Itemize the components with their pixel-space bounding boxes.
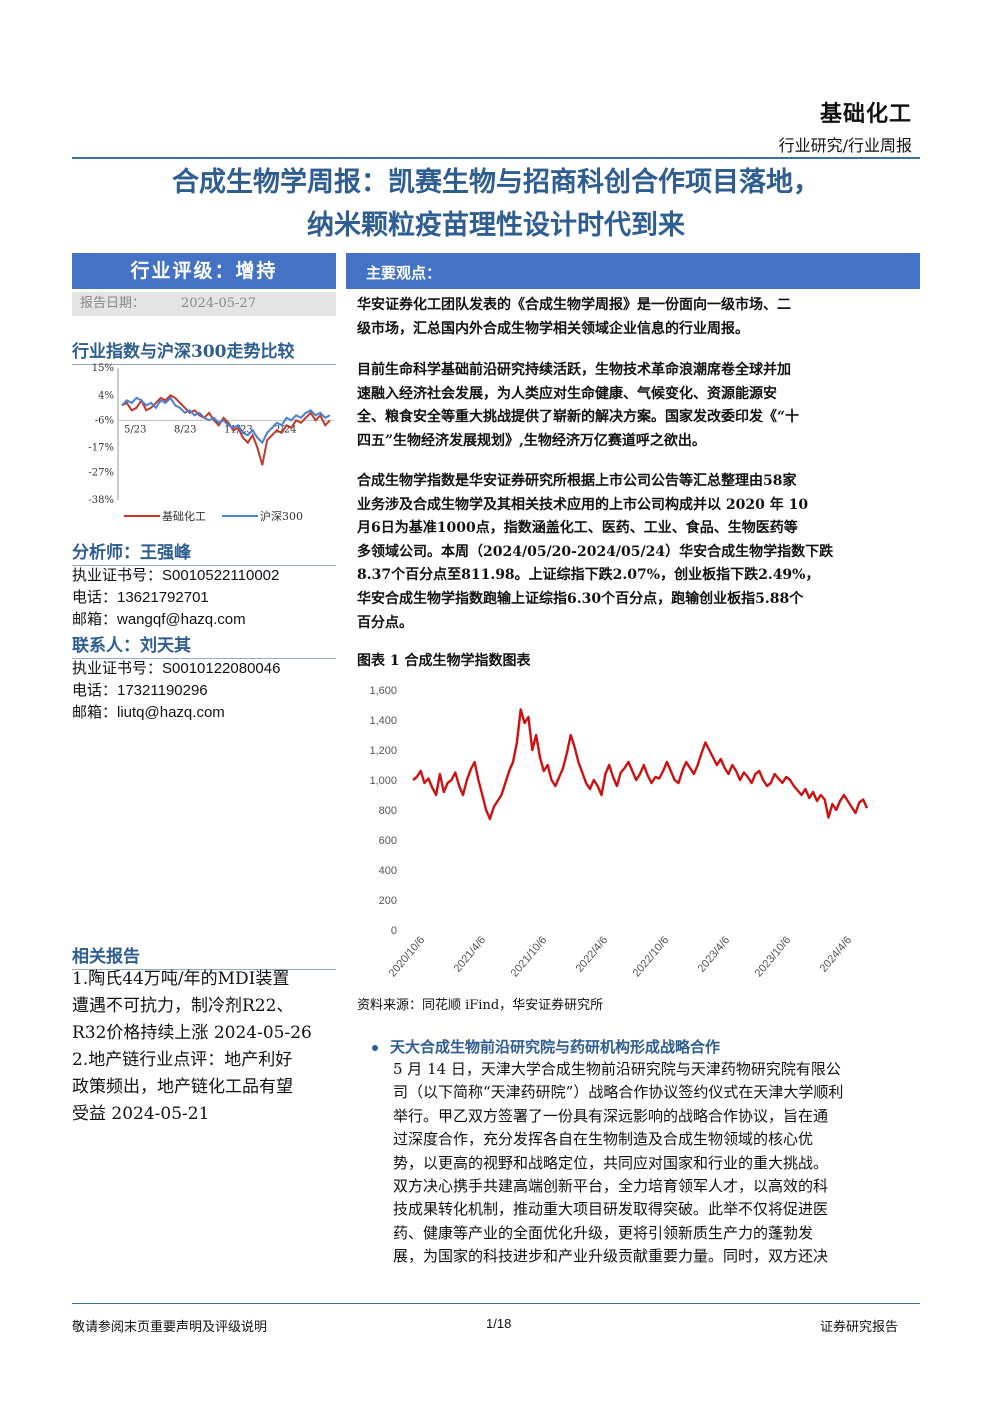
header-divider <box>72 157 920 159</box>
x-tick-label: 2023/4/6 <box>696 934 733 975</box>
x-tick-label: 5/23 <box>124 424 146 435</box>
main-points-bar: 主要观点： <box>346 253 920 289</box>
text-line: 级市场，汇总国内外合成生物学相关领域企业信息的行业周报。 <box>357 320 749 337</box>
footer-report-type: 证券研究报告 <box>819 1320 898 1335</box>
related-report-line[interactable]: 1.陶氏44万吨/年的MDI装置 <box>72 969 290 989</box>
related-reports-title: 相关报告 <box>72 942 336 970</box>
report-title-line2: 纳米颗粒疫苗理性设计时代到来 <box>307 210 685 241</box>
text-line: 百分点。 <box>357 614 413 631</box>
footer-divider <box>72 1303 920 1304</box>
paragraph-index: 合成生物学指数是华安证券研究所根据上市公司公告等汇总整理由58家 业务涉及合成生… <box>357 470 917 635</box>
contact-title: 联系人：刘天其 <box>72 631 336 659</box>
index-line <box>412 708 869 821</box>
report-sector: 基础化工 <box>819 101 912 127</box>
y-tick-label: 0 <box>391 925 397 937</box>
text-line: 司（以下简称“天津药研院”）战略合作协议签约仪式在天津大学顺利 <box>393 1083 844 1102</box>
y-tick-label: -6% <box>95 415 114 426</box>
related-report-line[interactable]: 2.地产链行业点评：地产利好 <box>72 1050 293 1070</box>
text-line: 势，以更高的视野和战略定位，共同应对国家和行业的重大挑战。 <box>393 1153 829 1172</box>
synbio-index-chart: 0 200 400 600 800 1,000 1,200 1,400 1,600 2020/10… <box>369 685 869 979</box>
paragraph-intro: 华安证券化工团队发表的《合成生物学周报》是一份面向一级市场、二 级市场，汇总国内… <box>357 294 917 341</box>
report-date-value: 2024-05-27 <box>181 296 256 311</box>
contact-phone: 电话：17321190296 <box>72 682 208 699</box>
series-line <box>121 394 331 466</box>
report-category: 行业研究/行业周报 <box>778 136 912 155</box>
index-comparison-title: 行业指数与沪深300走势比较 <box>72 337 336 365</box>
x-tick-label: 2021/4/6 <box>452 934 489 975</box>
analyst-cert: 执业证书号：S0010522110002 <box>72 567 280 584</box>
y-tick-label: -27% <box>88 468 114 479</box>
text-line: 8.37个百分点至811.98。上证综指下跌2.07%，创业板指下跌2.49%， <box>357 567 820 584</box>
y-tick-label: -17% <box>88 443 114 454</box>
report-date-label: 报告日期： <box>80 296 146 311</box>
index-comparison-chart: 15%4%-6%-17%-27%-38%5/23 8/23 11/23 2/24基础化… <box>88 363 334 523</box>
x-tick-label: 2023/10/6 <box>753 934 794 979</box>
related-report-line[interactable]: 受益 2024-05-21 <box>72 1104 210 1124</box>
y-tick-label: 200 <box>379 895 397 907</box>
series-line <box>121 396 331 445</box>
y-tick-label: 1,200 <box>369 745 397 757</box>
text-line: 月6日为基准1000点，指数涵盖化工、医药、工业、食品、生物医药等 <box>357 520 798 537</box>
x-tick-label: 2/24 <box>274 424 296 435</box>
legend-label: 沪深300 <box>260 509 303 523</box>
analyst-info: 执业证书号：S0010522110002 电话：13621792701 邮箱：w… <box>72 565 279 631</box>
y-tick-label: 1,600 <box>369 685 397 697</box>
x-tick-label: 8/23 <box>174 424 196 435</box>
x-tick-label: 2022/10/6 <box>631 934 672 979</box>
news-heading-text: 天大合成生物前沿研究院与药研机构形成战略合作 <box>390 1038 721 1056</box>
paragraph-background: 目前生命科学基础前沿研究持续活跃，生物技术革命浪潮席卷全球并加 速融入经济社会发… <box>357 359 917 453</box>
y-tick-label: 1,000 <box>369 775 397 787</box>
news-heading: 天大合成生物前沿研究院与药研机构形成战略合作 <box>372 1036 720 1057</box>
text-line: 业务涉及合成生物学及其相关技术应用的上市公司构成并以 2020 年 10 <box>357 496 809 513</box>
text-line: 多领域公司。本周（2024/05/20-2024/05/24）华安合成生物学指数… <box>357 543 834 560</box>
footer-disclaimer[interactable]: 敬请参阅末页重要声明及评级说明 <box>72 1320 268 1335</box>
x-tick-label: 2021/10/6 <box>509 934 550 979</box>
x-tick-label: 2022/4/6 <box>574 934 611 975</box>
related-reports-list: 1.陶氏44万吨/年的MDI装置 遭遇不可抗力，制冷剂R22、 R32价格持续上… <box>72 966 347 1128</box>
legend-label: 基础化工 <box>162 509 206 523</box>
y-tick-label: 1,400 <box>369 715 397 727</box>
figure-source: 资料来源：同花顺 iFind，华安证券研究所 <box>357 998 604 1013</box>
y-tick-label: 800 <box>379 805 397 817</box>
related-report-line[interactable]: 遭遇不可抗力，制冷剂R22、 <box>72 996 294 1016</box>
x-tick-label: 2024/4/6 <box>818 934 855 975</box>
y-tick-label: 4% <box>98 390 114 401</box>
y-tick-label: 15% <box>92 363 114 374</box>
y-tick-label: 600 <box>379 835 397 847</box>
text-line: 5 月 14 日，天津大学合成生物前沿研究院与天津药物研究院有限公 <box>393 1060 841 1078</box>
y-tick-label: 400 <box>379 865 397 877</box>
related-report-line[interactable]: 政策频出，地产链化工品有望 <box>72 1077 293 1097</box>
text-line: 合成生物学指数是华安证券研究所根据上市公司公告等汇总整理由58家 <box>357 473 797 489</box>
analyst-title: 分析师：王强峰 <box>72 538 336 566</box>
text-line: 全、粮食安全等重大挑战提供了崭新的解决方案。国家发改委印发《“十 <box>357 409 800 426</box>
rating-bar: 行业评级：增持 <box>72 253 336 289</box>
y-tick-label: -38% <box>88 495 114 506</box>
text-line: 药、健康等产业的全面优化升级，更将引领新质生产力的蓬勃发 <box>393 1223 814 1242</box>
text-line: 技成果转化机制，推动重大项目研发取得突破。此举不仅将促进医 <box>393 1200 829 1219</box>
text-line: 双方决心携手共建高端创新平台，全力培育领军人才，以高效的科 <box>393 1177 829 1196</box>
text-line: 目前生命科学基础前沿研究持续活跃，生物技术革命浪潮席卷全球并加 <box>357 362 791 378</box>
bullet-icon <box>372 1045 378 1051</box>
news-body: 5 月 14 日，天津大学合成生物前沿研究院与天津药物研究院有限公 司（以下简称… <box>393 1058 910 1269</box>
figure-title: 图表 1 合成生物学指数图表 <box>357 653 531 669</box>
text-line: 华安合成生物学指数跑输上证综指6.30个百分点，跑输创业板指5.88个 <box>357 590 804 607</box>
text-line: 举行。甲乙双方签署了一份具有深远影响的战略合作协议，旨在通 <box>393 1106 829 1125</box>
report-title-line1: 合成生物学周报：凯赛生物与招商科创合作项目落地， <box>172 167 820 198</box>
contact-cert: 执业证书号：S0010122080046 <box>72 660 281 677</box>
related-report-line[interactable]: R32价格持续上涨 2024-05-26 <box>72 1023 312 1043</box>
text-line: 华安证券化工团队发表的《合成生物学周报》是一份面向一级市场、二 <box>357 297 791 313</box>
contact-info: 执业证书号：S0010122080046 电话：17321190296 邮箱：l… <box>72 658 280 724</box>
text-line: 四五”生物经济发展规划》,生物经济万亿赛道呼之欲出。 <box>357 432 706 449</box>
text-line: 过深度合作，充分发挥各自在生物制造及合成生物领域的核心优 <box>393 1130 814 1149</box>
text-line: 展，为国家的科技进步和产业升级贡献重要力量。同时，双方还决 <box>393 1247 829 1266</box>
contact-email[interactable]: 邮箱：liutq@hazq.com <box>72 704 225 721</box>
main-points-label: 主要观点： <box>366 264 442 282</box>
analyst-email[interactable]: 邮箱：wangqf@hazq.com <box>72 611 246 628</box>
report-date-bar: 报告日期： 2024-05-27 <box>72 292 336 316</box>
analyst-phone: 电话：13621792701 <box>72 589 209 606</box>
x-tick-label: 2020/10/6 <box>387 934 428 979</box>
page-number: 1/18 <box>486 1316 512 1331</box>
text-line: 速融入经济社会发展，为人类应对生命健康、气候变化、资源能源安 <box>357 385 777 402</box>
